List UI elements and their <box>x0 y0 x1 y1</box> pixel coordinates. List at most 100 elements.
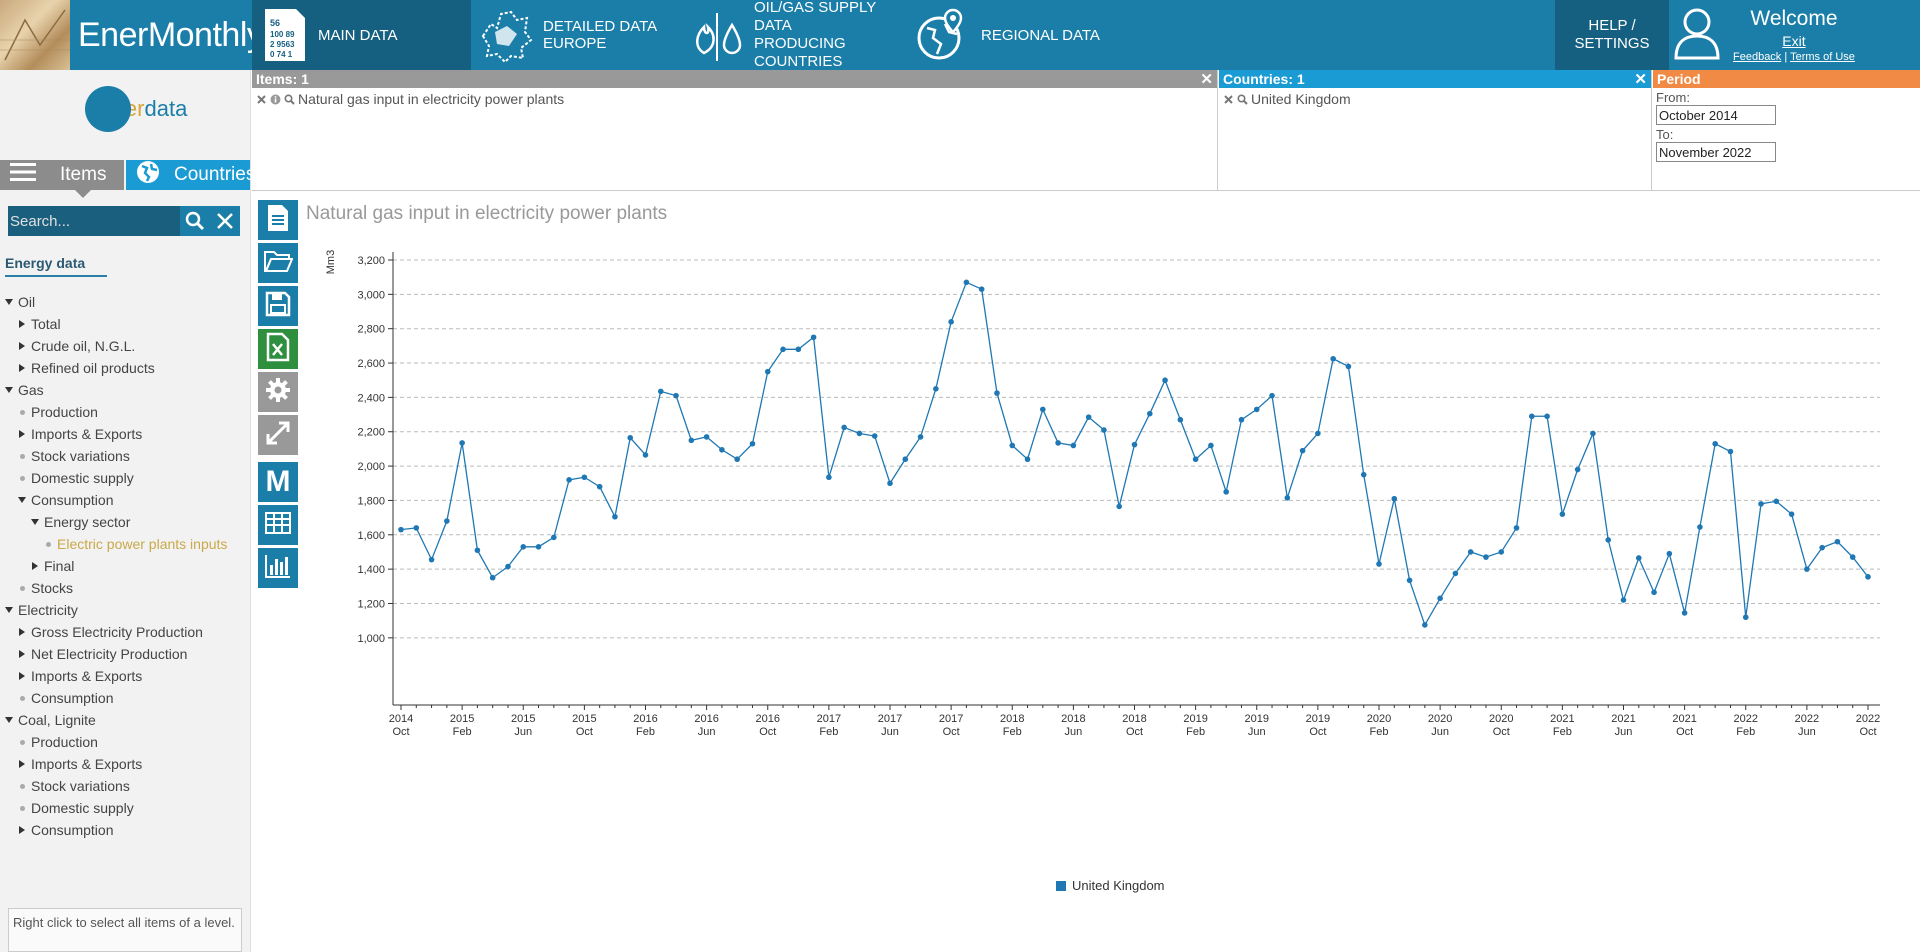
expand-arrow-icon[interactable] <box>30 562 40 570</box>
data-point[interactable] <box>1360 471 1367 478</box>
data-point[interactable] <box>1513 525 1520 531</box>
tree-item[interactable]: Coal, Lignite <box>0 709 251 731</box>
data-point[interactable] <box>1437 595 1443 602</box>
remove-item-icon[interactable] <box>256 94 267 105</box>
tree-item[interactable]: Consumption <box>0 687 251 709</box>
nav-oil-gas-supply[interactable]: OIL/GAS SUPPLY DATA PRODUCING COUNTRIES <box>690 0 905 70</box>
data-point[interactable] <box>474 547 481 554</box>
search-input[interactable] <box>8 206 180 236</box>
from-date-input[interactable] <box>1656 105 1776 125</box>
to-date-input[interactable] <box>1656 142 1776 162</box>
nav-main-data[interactable]: 56 100 89 2 9563 0 74 1 MAIN DATA <box>252 0 471 70</box>
data-point[interactable] <box>657 388 664 395</box>
data-point[interactable] <box>1422 622 1428 628</box>
save-button[interactable] <box>258 286 298 326</box>
expand-arrow-icon[interactable] <box>17 760 27 768</box>
m-button[interactable]: M <box>258 462 298 502</box>
expand-arrow-icon[interactable] <box>17 672 27 680</box>
data-point[interactable] <box>1605 537 1612 543</box>
terms-of-use-link[interactable]: Terms of Use <box>1790 51 1855 63</box>
data-point[interactable] <box>642 452 649 458</box>
data-point[interactable] <box>933 386 939 392</box>
locate-item-icon[interactable] <box>284 93 295 105</box>
data-point[interactable] <box>627 434 634 441</box>
collapse-arrow-icon[interactable] <box>4 717 14 723</box>
data-point[interactable] <box>520 544 527 550</box>
collapse-arrow-icon[interactable] <box>17 497 27 503</box>
data-point[interactable] <box>1085 414 1092 420</box>
data-point[interactable] <box>1651 589 1657 596</box>
nav-detailed-data-europe[interactable]: DETAILED DATA EUROPE <box>471 0 676 70</box>
data-point[interactable] <box>444 518 450 524</box>
collapse-arrow-icon[interactable] <box>4 607 14 613</box>
data-point[interactable] <box>612 513 618 520</box>
expand-arrow-icon[interactable] <box>17 364 27 372</box>
data-point[interactable] <box>1284 495 1291 501</box>
data-point[interactable] <box>1177 416 1184 423</box>
data-point[interactable] <box>749 440 756 447</box>
data-point[interactable] <box>917 434 924 440</box>
data-point[interactable] <box>810 334 817 341</box>
data-point[interactable] <box>978 286 985 292</box>
data-point[interactable] <box>1070 442 1077 449</box>
data-point[interactable] <box>1529 413 1535 420</box>
table-view-button[interactable] <box>258 505 298 545</box>
data-point[interactable] <box>994 390 1000 396</box>
data-point[interactable] <box>1773 498 1780 505</box>
data-point[interactable] <box>734 456 740 463</box>
expand-arrow-icon[interactable] <box>17 826 27 834</box>
tree-item[interactable]: Imports & Exports <box>0 423 251 445</box>
data-point[interactable] <box>1834 538 1841 545</box>
tab-items[interactable]: Items <box>0 160 124 198</box>
tree-item[interactable]: Stock variations <box>0 445 251 467</box>
data-point[interactable] <box>1727 448 1734 455</box>
data-point[interactable] <box>871 433 878 439</box>
data-point[interactable] <box>505 563 511 570</box>
data-point[interactable] <box>1590 430 1596 437</box>
data-point[interactable] <box>1849 554 1856 560</box>
data-point[interactable] <box>1208 442 1214 449</box>
tree-item[interactable]: Electricity <box>0 599 251 621</box>
tree-item[interactable]: Electric power plants inputs <box>0 533 251 555</box>
data-point[interactable] <box>948 319 954 325</box>
data-point[interactable] <box>1376 561 1382 567</box>
data-point[interactable] <box>535 544 542 550</box>
data-point[interactable] <box>764 368 771 375</box>
data-point[interactable] <box>1192 456 1199 463</box>
data-point[interactable] <box>1391 495 1398 502</box>
data-point[interactable] <box>856 430 863 437</box>
chart-view-button[interactable] <box>258 548 298 588</box>
data-point[interactable] <box>1804 566 1810 572</box>
data-point[interactable] <box>566 477 572 483</box>
expand-arrow-icon[interactable] <box>17 628 27 636</box>
locate-country-icon[interactable] <box>1237 93 1248 105</box>
data-point[interactable] <box>780 346 786 353</box>
excel-export-button[interactable] <box>258 329 298 369</box>
tab-countries[interactable]: Countries <box>126 160 255 190</box>
collapse-arrow-icon[interactable] <box>4 387 14 393</box>
tree-item[interactable]: Consumption <box>0 819 251 841</box>
settings-button[interactable] <box>258 372 298 412</box>
data-point[interactable] <box>1559 511 1566 517</box>
tree-item[interactable]: Crude oil, N.G.L. <box>0 335 251 357</box>
data-point[interactable] <box>413 525 420 531</box>
new-document-button[interactable] <box>258 200 298 240</box>
data-point[interactable] <box>1345 363 1352 370</box>
tree-item[interactable]: Gas <box>0 379 251 401</box>
data-point[interactable] <box>1116 503 1123 510</box>
tree-item[interactable]: Domestic supply <box>0 467 251 489</box>
expand-arrow-icon[interactable] <box>17 342 27 350</box>
data-point[interactable] <box>887 480 893 487</box>
data-point[interactable] <box>1055 440 1061 446</box>
data-point[interactable] <box>1406 577 1413 584</box>
data-point[interactable] <box>1452 570 1459 577</box>
data-point[interactable] <box>703 434 710 440</box>
data-point[interactable] <box>673 392 679 399</box>
data-point[interactable] <box>1697 524 1703 530</box>
app-logo[interactable]: EnerMonthly <box>0 0 264 70</box>
data-point[interactable] <box>1299 447 1306 454</box>
exit-link[interactable]: Exit <box>1782 33 1806 49</box>
nav-regional-data[interactable]: REGIONAL DATA <box>913 0 1113 70</box>
expand-arrow-icon[interactable] <box>17 320 27 328</box>
expand-arrow-icon[interactable] <box>17 430 27 438</box>
